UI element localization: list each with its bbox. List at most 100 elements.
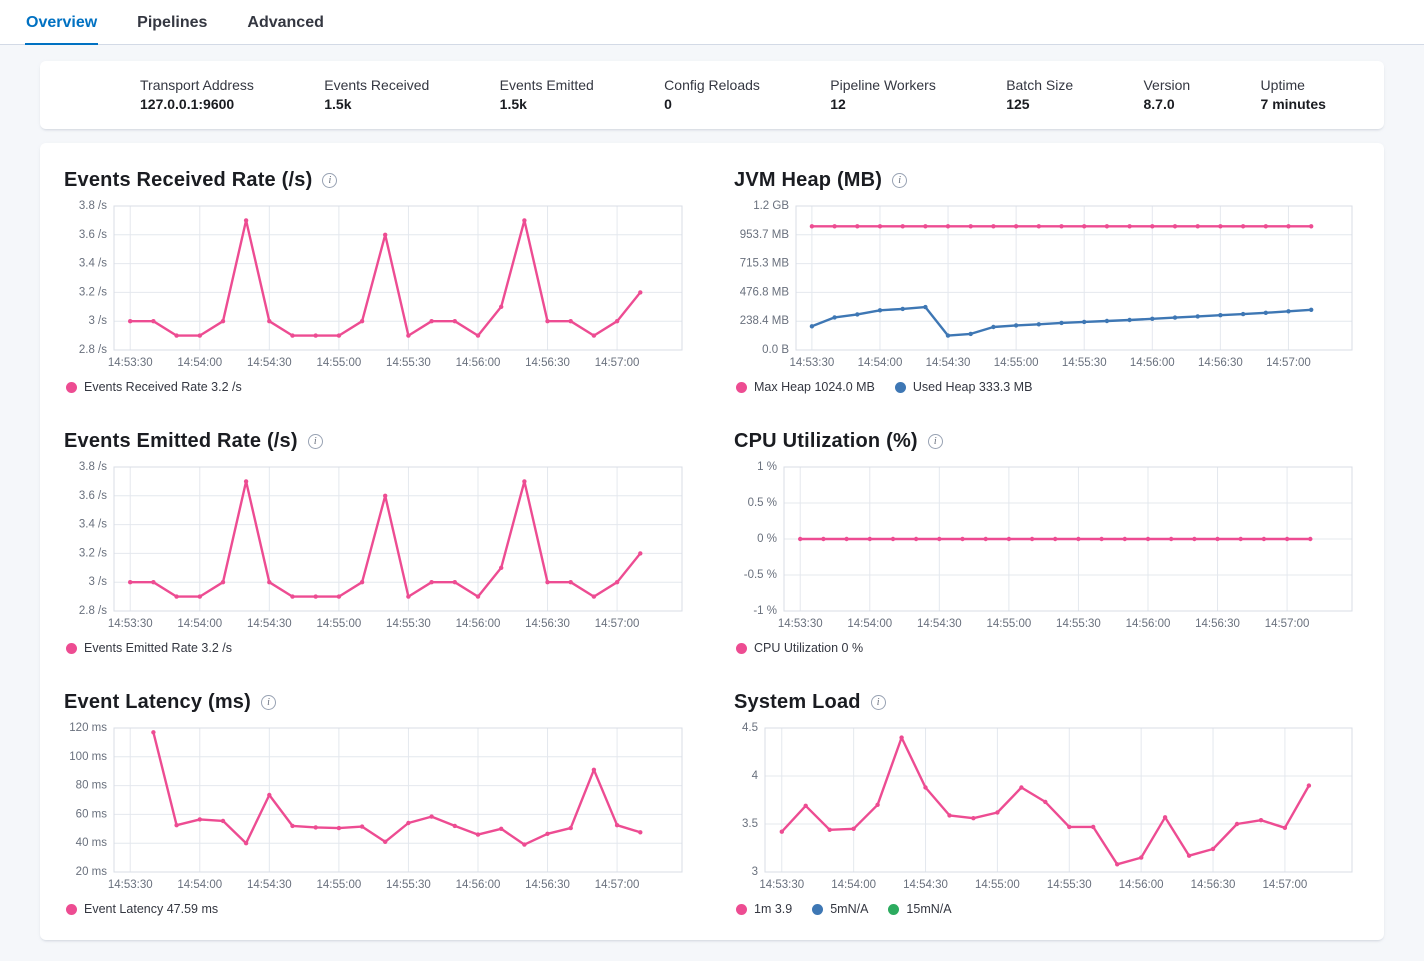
svg-text:14:56:00: 14:56:00 — [1130, 357, 1175, 369]
stat-item: Config Reloads 0 — [664, 77, 760, 112]
legend-item: CPU Utilization 0 % — [736, 641, 863, 655]
legend-dot — [812, 903, 824, 915]
svg-text:0 %: 0 % — [757, 533, 777, 545]
stat-label: Events Received — [324, 77, 430, 93]
tab-pipelines[interactable]: Pipelines — [137, 14, 208, 31]
stat-label: Pipeline Workers — [830, 77, 936, 93]
legend-label: Max Heap 1024.0 MB — [754, 380, 875, 394]
stat-item: Uptime 7 minutes — [1261, 77, 1326, 112]
svg-text:14:56:30: 14:56:30 — [1191, 879, 1236, 891]
stat-item: Events Received 1.5k — [324, 77, 429, 112]
svg-text:14:55:00: 14:55:00 — [994, 357, 1039, 369]
stat-value: 0 — [664, 96, 672, 112]
svg-text:60 ms: 60 ms — [76, 808, 108, 820]
legend-item: 5mN/A — [812, 902, 868, 916]
legend-item: 1m 3.9 — [736, 902, 792, 916]
legend-item: 15mN/A — [888, 902, 952, 916]
svg-text:715.3 MB: 715.3 MB — [740, 258, 790, 270]
svg-text:14:54:00: 14:54:00 — [831, 879, 876, 891]
legend-label: Event Latency 47.59 ms — [84, 902, 219, 916]
svg-text:3.4 /s: 3.4 /s — [79, 258, 107, 270]
stat-item: Transport Address 127.0.0.1:9600 — [140, 77, 254, 112]
legend-item: Events Received Rate 3.2 /s — [66, 380, 242, 394]
legend: 1m 3.9 5mN/A 15mN/A — [734, 902, 1360, 916]
svg-text:14:53:30: 14:53:30 — [790, 357, 835, 369]
chart-title-row: Events Emitted Rate (/s) i — [64, 430, 690, 453]
svg-text:14:55:30: 14:55:30 — [386, 618, 431, 630]
tab-advanced[interactable]: Advanced — [247, 14, 324, 31]
legend-label: Events Received Rate 3.2 /s — [84, 380, 242, 394]
svg-text:14:56:00: 14:56:00 — [1126, 618, 1171, 630]
info-icon[interactable]: i — [927, 434, 943, 449]
stat-item: Events Emitted 1.5k — [500, 77, 594, 112]
info-icon[interactable]: i — [261, 695, 276, 710]
svg-text:14:56:00: 14:56:00 — [1119, 879, 1164, 891]
info-icon[interactable]: i — [870, 695, 886, 710]
stat-item: Batch Size 125 — [1006, 77, 1073, 112]
stat-item: Version 8.7.0 — [1143, 77, 1190, 112]
stat-value: 1.5k — [324, 96, 352, 112]
info-icon[interactable]: i — [322, 173, 338, 188]
svg-text:100 ms: 100 ms — [69, 751, 107, 763]
svg-text:14:55:30: 14:55:30 — [1047, 879, 1092, 891]
stat-label: Version — [1143, 77, 1191, 93]
svg-text:3.6 /s: 3.6 /s — [79, 229, 107, 241]
legend-dot — [736, 381, 747, 393]
legend-dot — [888, 903, 900, 915]
chart-plot[interactable]: 3.8 /s 3.6 /s 3.4 /s 3.2 /s 3 /s 2.8 /s14:53:… — [64, 200, 684, 374]
svg-text:14:56:30: 14:56:30 — [525, 357, 570, 369]
svg-text:3.2 /s: 3.2 /s — [79, 547, 107, 559]
chart-title-row: Event Latency (ms) i — [64, 691, 690, 714]
svg-text:1.2 GB: 1.2 GB — [753, 200, 789, 212]
svg-text:3.8 /s: 3.8 /s — [79, 461, 107, 473]
chart-plot[interactable]: 4.5 4 3.5 314:53:30 14:54:00 14:54:30 14:55:00… — [734, 722, 1354, 896]
svg-text:14:54:30: 14:54:30 — [247, 357, 292, 369]
stat-value: 8.7.0 — [1143, 96, 1175, 112]
svg-text:3: 3 — [752, 866, 758, 878]
svg-text:14:54:30: 14:54:30 — [917, 618, 962, 630]
chart-title-row: System Load i — [734, 691, 1360, 714]
summary-panel: Transport Address 127.0.0.1:9600 Events Re… — [40, 61, 1384, 129]
svg-text:14:54:00: 14:54:00 — [177, 357, 222, 369]
tab-overview[interactable]: Overview — [25, 4, 99, 45]
info-icon[interactable]: i — [892, 173, 908, 188]
stat-label: Config Reloads — [664, 77, 760, 93]
svg-text:0.0 B: 0.0 B — [762, 344, 789, 356]
svg-text:14:54:00: 14:54:00 — [858, 357, 903, 369]
svg-text:14:55:00: 14:55:00 — [975, 879, 1020, 891]
svg-text:3.8 /s: 3.8 /s — [79, 200, 107, 212]
stat-value: 7 minutes — [1260, 96, 1326, 112]
svg-text:2.8 /s: 2.8 /s — [79, 605, 107, 617]
chart-title-row: Events Received Rate (/s) i — [64, 169, 690, 192]
chart-plot[interactable]: 1.2 GB 953.7 MB 715.3 MB 476.8 MB 238.4 MB 0.… — [734, 200, 1354, 374]
chart-plot[interactable]: 3.8 /s 3.6 /s 3.4 /s 3.2 /s 3 /s 2.8 /s14:53:… — [64, 461, 684, 635]
svg-text:3.4 /s: 3.4 /s — [79, 519, 107, 531]
svg-text:14:55:00: 14:55:00 — [986, 618, 1031, 630]
legend-dot — [736, 642, 747, 654]
svg-text:14:53:30: 14:53:30 — [108, 357, 153, 369]
chart-card: System Load i 4.5 4 3.5 3 14:53:30 14:54:00 14:5… — [734, 685, 1360, 916]
svg-text:1 %: 1 % — [757, 461, 777, 473]
svg-text:0.5 %: 0.5 % — [748, 497, 777, 509]
legend-label: 1m 3.9 — [754, 902, 793, 916]
stat-value: 1.5k — [499, 96, 527, 112]
legend-item: Max Heap 1024.0 MB — [736, 380, 875, 394]
legend: Events Received Rate 3.2 /s — [64, 380, 690, 394]
svg-text:14:57:00: 14:57:00 — [595, 879, 640, 891]
chart-title: Events Emitted Rate (/s) — [64, 430, 298, 452]
chart-card: Events Emitted Rate (/s) i 3.8 /s 3.6 /s 3.4… — [64, 424, 690, 655]
chart-title-row: CPU Utilization (%) i — [734, 430, 1360, 453]
svg-text:14:56:30: 14:56:30 — [525, 879, 570, 891]
legend-dot — [894, 381, 906, 393]
legend: Event Latency 47.59 ms — [64, 902, 690, 916]
legend-label: Used Heap 333.3 MB — [912, 380, 1033, 394]
chart-plot[interactable]: 1 % 0.5 % 0 % -0.5 % -1 %14:53:30 14:54:00 14:… — [734, 461, 1354, 635]
info-icon[interactable]: i — [307, 434, 323, 449]
stat-label: Uptime — [1260, 77, 1305, 93]
svg-text:14:57:00: 14:57:00 — [595, 618, 640, 630]
page-background: Transport Address 127.0.0.1:9600 Events Re… — [0, 45, 1424, 961]
chart-plot[interactable]: 120 ms 100 ms 80 ms 60 ms 40 ms 20 ms14:53:30… — [64, 722, 684, 896]
svg-text:14:57:00: 14:57:00 — [595, 357, 640, 369]
legend-label: 15mN/A — [906, 902, 952, 916]
svg-text:-0.5 %: -0.5 % — [744, 569, 777, 581]
